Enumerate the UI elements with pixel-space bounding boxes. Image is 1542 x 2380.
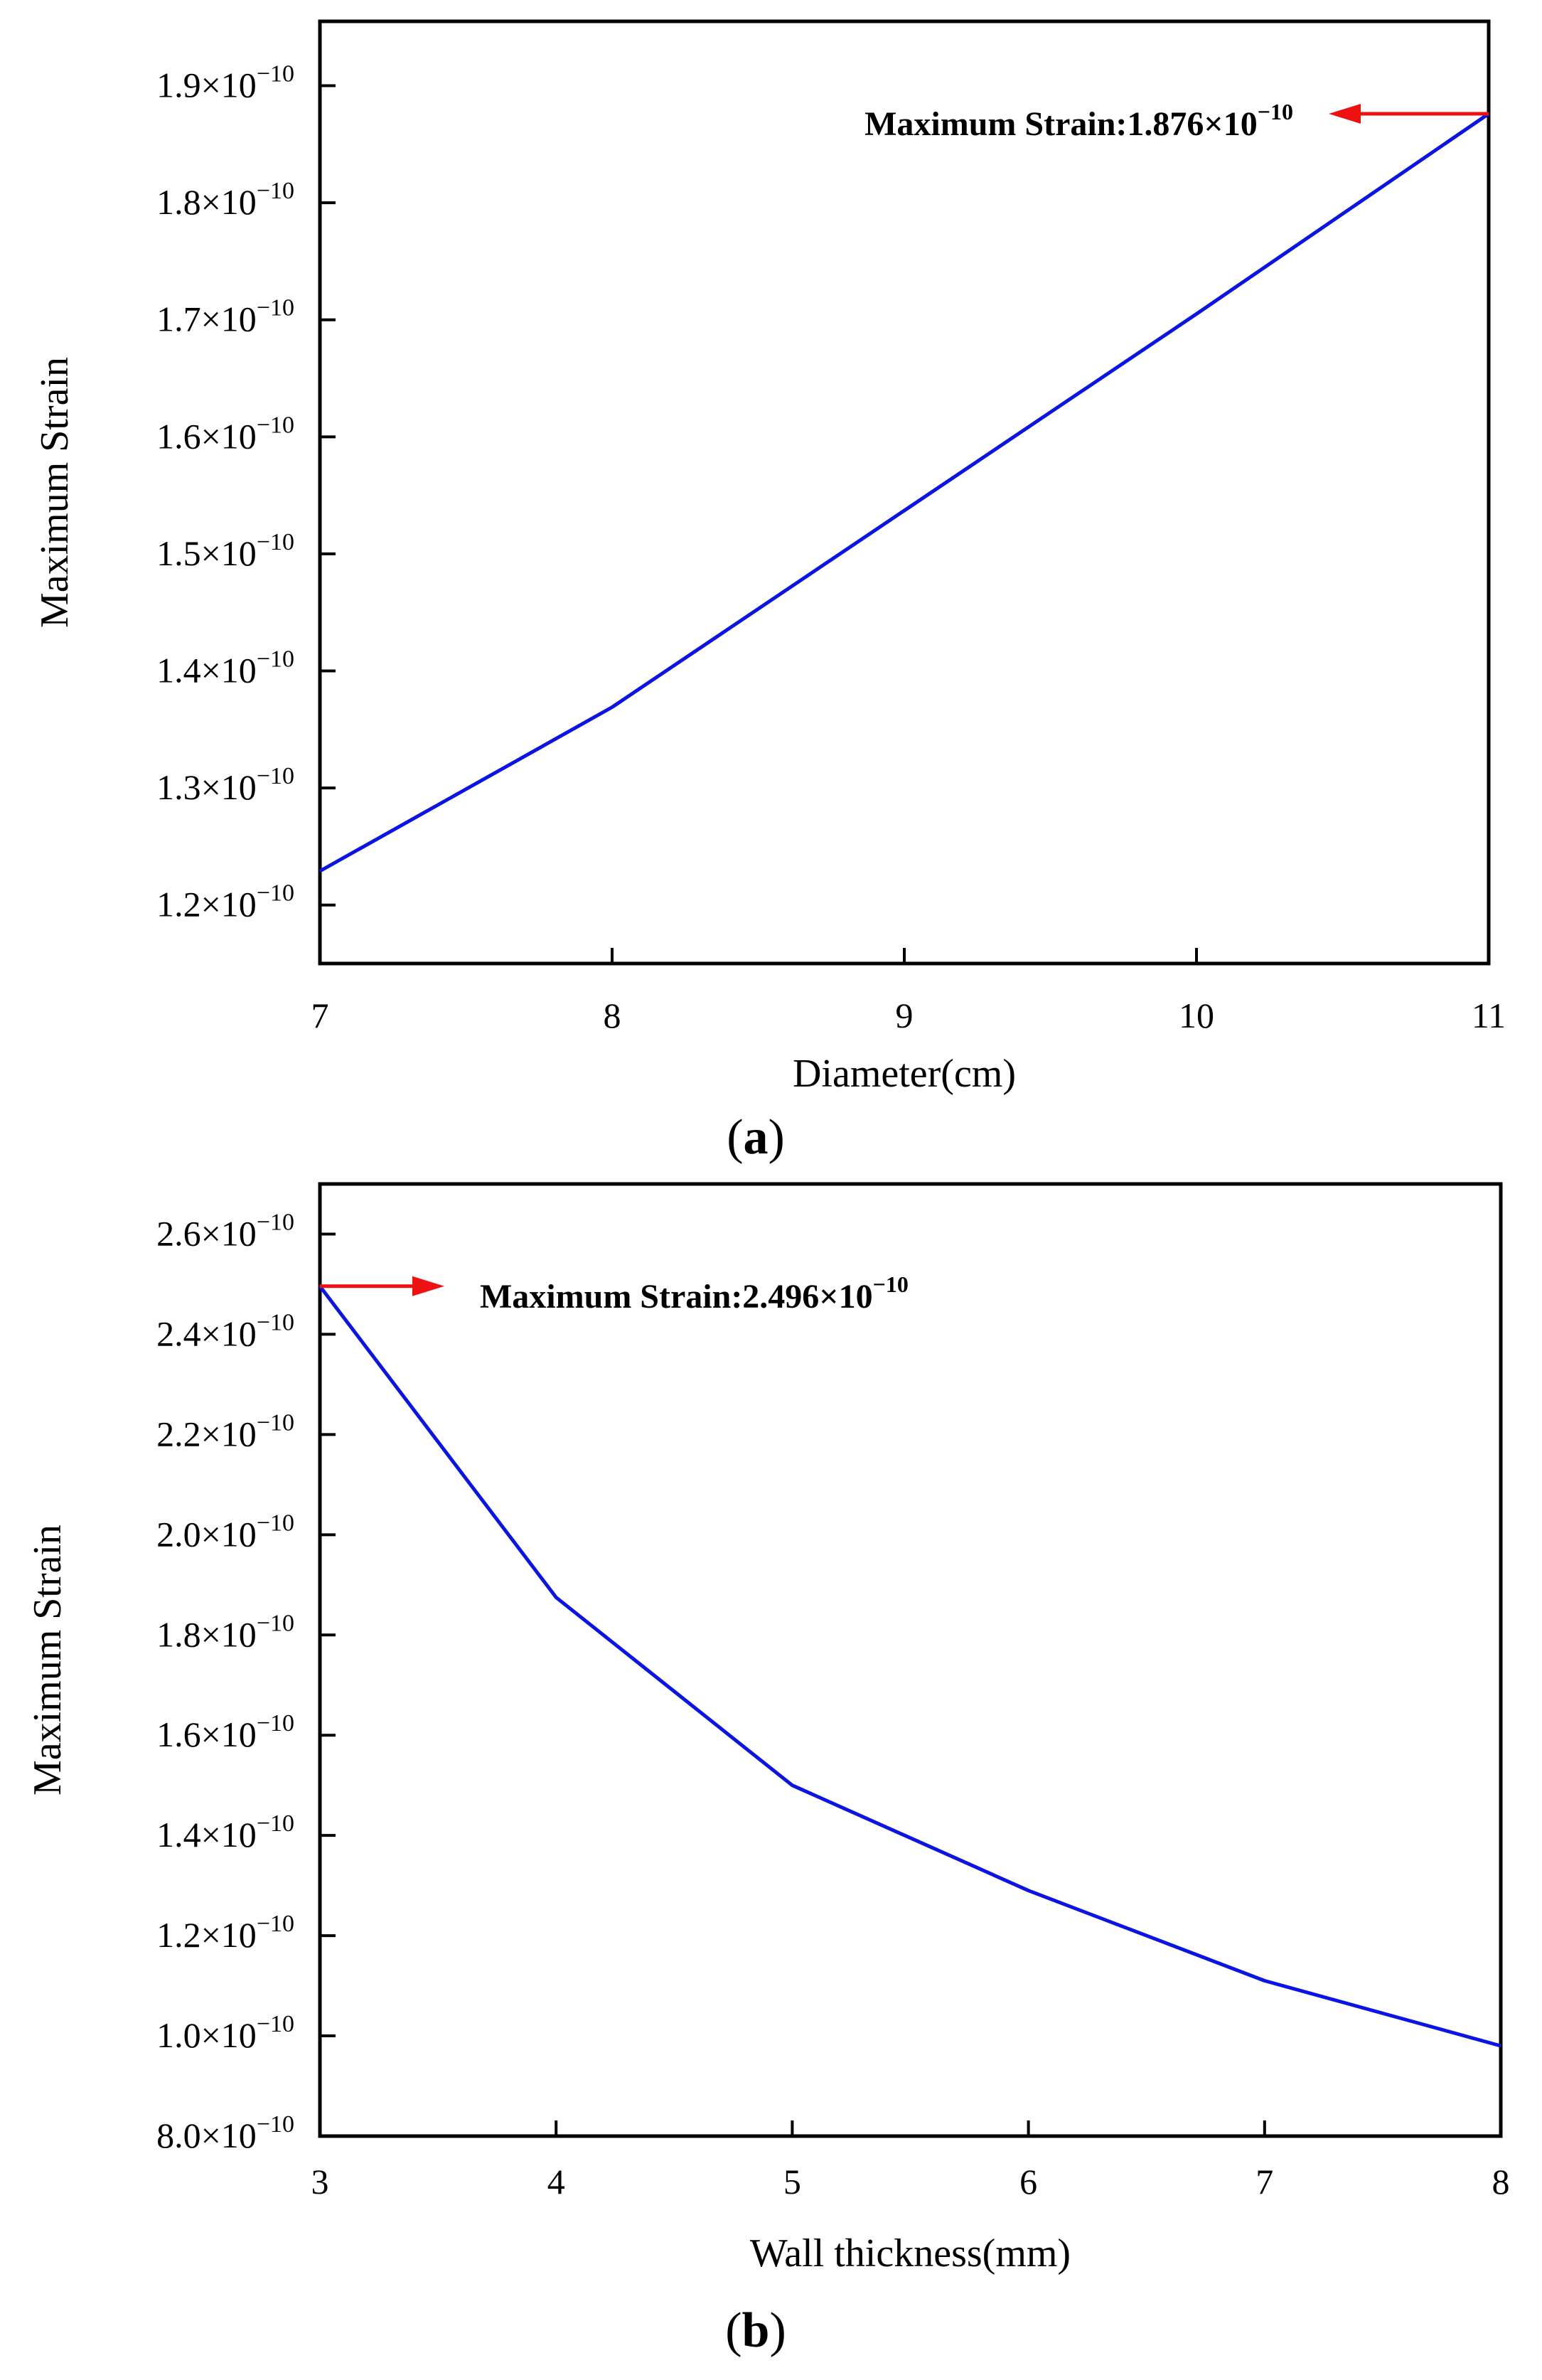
y-tick-label: 1.2×10−10 <box>156 1911 294 1955</box>
y-tick-label: 1.5×10−10 <box>156 529 294 573</box>
panel-label-b-letter: b <box>742 2303 770 2358</box>
y-tick-label: 1.6×10−10 <box>156 1710 294 1754</box>
annotation-text: Maximum Strain:1.876×10−10 <box>864 99 1293 143</box>
x-tick-label: 6 <box>1019 2162 1037 2202</box>
x-tick-label: 4 <box>547 2162 565 2202</box>
x-tick-label: 10 <box>1179 996 1214 1035</box>
y-axis-label: Maximum Strain <box>33 357 77 628</box>
annotation-text: Maximum Strain:2.496×10−10 <box>480 1271 909 1316</box>
y-tick-label: 2.4×10−10 <box>156 1309 294 1353</box>
series-line <box>318 112 1490 873</box>
y-tick-label: 1.4×10−10 <box>156 1810 294 1855</box>
plot-frame <box>318 19 1491 966</box>
y-tick-label: 1.8×10−10 <box>156 1610 294 1654</box>
y-tick-label: 1.9×10−10 <box>156 61 294 105</box>
x-tick-label: 7 <box>311 996 329 1035</box>
y-tick-label: 1.4×10−10 <box>156 646 294 690</box>
chart-wall-thickness: 3 4 5 6 7 8 8.0×10−10 1.0×10−10 1.2×10−10 1.4×10−… <box>26 1182 1510 2275</box>
x-axis-label: Diameter(cm) <box>793 1052 1016 1096</box>
panel-label-a-close: ) <box>769 1110 785 1165</box>
y-tick-label: 8.0×10−10 <box>156 2111 294 2155</box>
plot-frame <box>318 1182 1503 2138</box>
x-tick-label: 11 <box>1472 996 1506 1035</box>
chart-diameter: 7 8 9 10 11 1.2×10−10 1.3×10−10 1.4×10−10 1.5×10… <box>33 19 1506 1096</box>
x-tick-label: 7 <box>1255 2162 1273 2202</box>
y-tick-label: 1.7×10−10 <box>156 295 294 339</box>
y-tick-label: 1.6×10−10 <box>156 412 294 456</box>
series-line <box>318 1285 1501 2048</box>
y-axis-label: Maximum Strain <box>26 1525 70 1795</box>
x-tick-label: 5 <box>783 2162 801 2202</box>
y-tick-label: 1.8×10−10 <box>156 178 294 222</box>
annotation-arrow-head <box>412 1276 444 1296</box>
x-axis-label: Wall thickness(mm) <box>750 2231 1071 2275</box>
y-tick-label: 2.6×10−10 <box>156 1209 294 1253</box>
annotation-arrow-head <box>1329 104 1361 124</box>
panel-label-b-open: ( <box>725 2303 741 2358</box>
y-tick-label: 1.2×10−10 <box>156 880 294 924</box>
x-tick-label: 8 <box>604 996 621 1035</box>
y-tick-label: 2.2×10−10 <box>156 1409 294 1453</box>
panel-label-a: (a) <box>727 1110 785 1165</box>
y-tick-label: 1.0×10−10 <box>156 2011 294 2055</box>
y-tick-label: 1.3×10−10 <box>156 763 294 807</box>
panel-label-b-close: ) <box>769 2303 786 2358</box>
x-tick-label: 3 <box>311 2162 329 2202</box>
panel-label-a-open: ( <box>727 1110 743 1165</box>
x-tick-label: 9 <box>896 996 914 1035</box>
y-tick-label: 2.0×10−10 <box>156 1510 294 1554</box>
panel-label-a-letter: a <box>744 1110 769 1165</box>
x-tick-label: 8 <box>1492 2162 1510 2202</box>
panel-label-b: (b) <box>725 2303 786 2358</box>
